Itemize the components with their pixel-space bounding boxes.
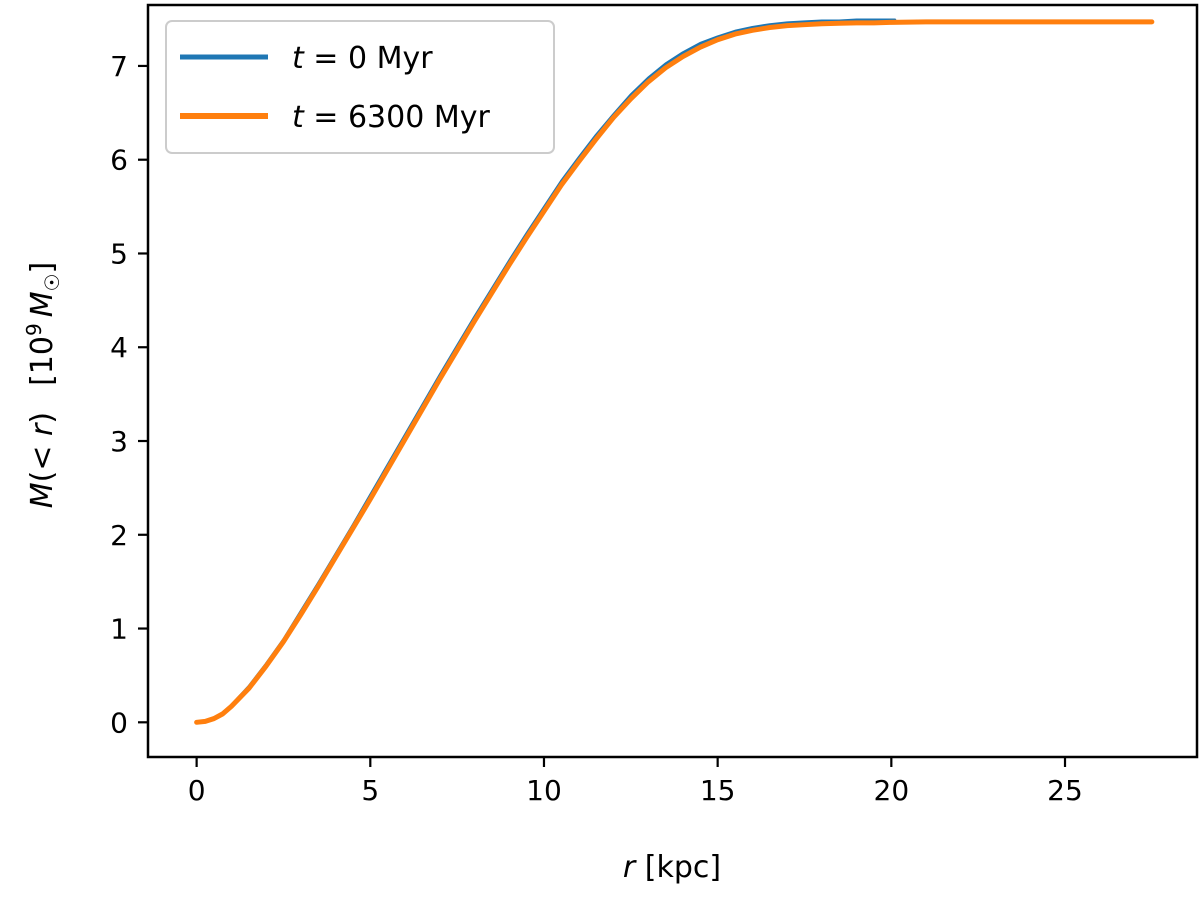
y-axis-label: M(< r)[109M☉]: [22, 262, 64, 509]
x-tick-label: 15: [700, 774, 736, 807]
x-tick-label: 20: [874, 774, 910, 807]
plot-area: [146, 3, 1199, 759]
series-layer: [194, 18, 1155, 725]
legend-label-t0: t = 0 Myr: [292, 41, 433, 76]
x-tick-label: 10: [526, 774, 562, 807]
y-tick-label: 4: [110, 331, 128, 364]
plot-frame: [146, 3, 1199, 759]
y-tick-label: 6: [110, 144, 128, 177]
legend: t = 0 Myr t = 6300 Myr: [165, 20, 555, 154]
series-line-t6300: [194, 19, 1155, 725]
y-tick-label: 1: [110, 613, 128, 646]
svg-text:M(< r)[109M☉]: M(< r)[109M☉]: [22, 262, 64, 509]
x-axis-ticks: 0 5 10 15 20 25: [188, 757, 1083, 807]
x-tick-label: 5: [361, 774, 379, 807]
y-tick-label: 7: [110, 50, 128, 83]
x-tick-label: 25: [1047, 774, 1083, 807]
y-tick-label: 0: [110, 706, 128, 739]
x-tick-label: 0: [188, 774, 206, 807]
y-tick-label: 5: [110, 237, 128, 270]
y-axis-ticks: 0 1 2 3 4 5 6 7: [110, 50, 148, 739]
x-axis-label: r [kpc]: [623, 850, 721, 885]
y-tick-label: 3: [110, 425, 128, 458]
legend-box: [165, 20, 555, 154]
y-tick-label: 2: [110, 519, 128, 552]
legend-label-t6300: t = 6300 Myr: [292, 100, 490, 135]
